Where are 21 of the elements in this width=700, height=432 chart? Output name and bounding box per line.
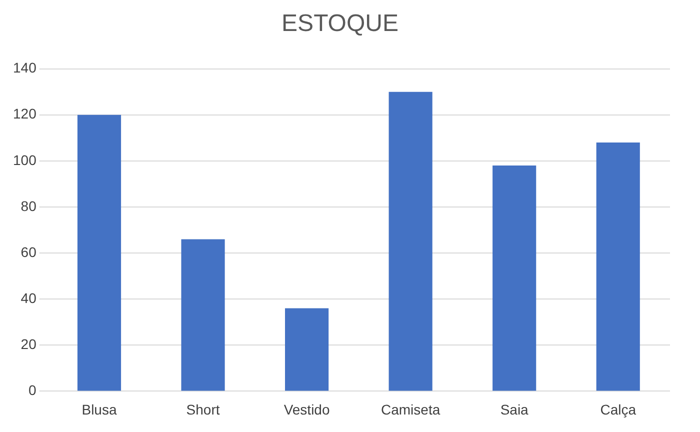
y-tick-label: 80 [20,198,37,214]
y-tick-label: 20 [20,336,37,352]
x-tick-label: Vestido [284,401,330,418]
bar [285,308,329,391]
y-tick-label: 100 [13,152,37,168]
y-tick-label: 140 [13,60,37,76]
bar [181,239,225,391]
x-tick-label: Short [186,401,220,418]
x-tick-label: Saia [500,401,529,418]
bar [596,142,640,391]
chart-title: ESTOQUE [282,10,398,38]
y-tick-label: 60 [20,244,37,260]
bar [77,114,122,391]
y-tick-label: 120 [13,106,37,122]
x-tick-label: Calça [600,401,636,418]
y-tick-label: 40 [20,290,37,306]
y-tick-label: 0 [28,382,37,398]
x-tick-label: Camiseta [380,401,440,418]
bar [388,92,432,391]
bar [492,166,536,391]
x-tick-label: Blusa [82,401,117,418]
